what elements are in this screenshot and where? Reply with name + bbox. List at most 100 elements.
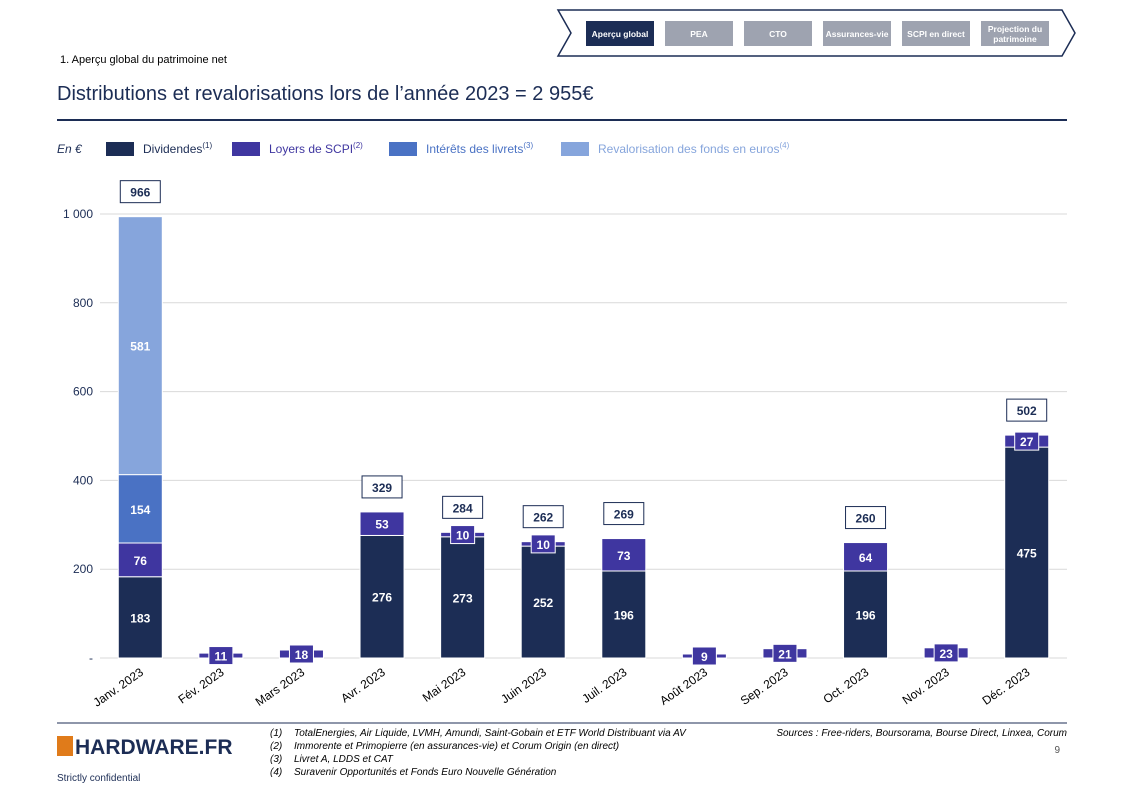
legend-swatch bbox=[561, 142, 589, 156]
sources: Sources : Free-riders, Boursorama, Bours… bbox=[776, 728, 1067, 739]
bar-segment bbox=[520, 545, 566, 659]
x-tick-label: Fév. 2023 bbox=[176, 665, 227, 707]
data-label: 10 bbox=[456, 529, 470, 543]
nav-tab[interactable]: PEA bbox=[665, 21, 733, 46]
footnote-text: Livret A, LDDS et CAT bbox=[294, 754, 394, 765]
bar-segment bbox=[359, 534, 405, 659]
total-label: 284 bbox=[453, 501, 473, 515]
nav-tab[interactable]: Projection du patrimoine bbox=[981, 21, 1049, 46]
bar-segment bbox=[117, 542, 163, 578]
data-label-box bbox=[450, 525, 476, 545]
x-tick-label: Août 2023 bbox=[657, 665, 710, 708]
y-tick-label: - bbox=[89, 651, 93, 665]
data-label-box bbox=[208, 646, 234, 666]
data-label-box bbox=[772, 643, 798, 663]
y-tick-label: 200 bbox=[73, 562, 93, 576]
y-tick-label: 400 bbox=[73, 473, 93, 487]
total-box bbox=[845, 506, 887, 530]
y-tick-label: 1 000 bbox=[63, 207, 93, 221]
bar-segment bbox=[1004, 446, 1050, 659]
bar-segment bbox=[601, 570, 647, 659]
chart-title: Distributions et revalorisations lors de… bbox=[57, 83, 593, 105]
data-label: 252 bbox=[533, 596, 553, 610]
nav-tab[interactable]: Assurances-vie bbox=[823, 21, 891, 46]
data-label: 154 bbox=[130, 503, 150, 517]
legend-swatch bbox=[106, 142, 134, 156]
bar-segment bbox=[117, 474, 163, 544]
data-label: 64 bbox=[859, 551, 873, 565]
data-label-box bbox=[288, 644, 314, 664]
legend-note: (4) bbox=[779, 141, 789, 150]
x-tick-label: Mai 2023 bbox=[420, 665, 469, 705]
total-label: 260 bbox=[856, 512, 876, 526]
data-label: 183 bbox=[130, 611, 150, 625]
legend-name: Loyers de SCPI bbox=[269, 142, 353, 156]
data-label-box bbox=[933, 643, 959, 663]
footnote-number: (1) bbox=[270, 728, 282, 739]
data-label: 196 bbox=[856, 608, 876, 622]
y-tick-label: 800 bbox=[73, 296, 93, 310]
data-label: 196 bbox=[614, 608, 634, 622]
footnote-number: (3) bbox=[270, 754, 282, 765]
x-tick-label: Nov. 2023 bbox=[900, 665, 952, 708]
legend-label: Dividendes(1) bbox=[143, 141, 212, 156]
page-number: 9 bbox=[1054, 745, 1060, 756]
nav-tab[interactable]: CTO bbox=[744, 21, 812, 46]
legend-label: Revalorisation des fonds en euros(4) bbox=[598, 141, 790, 156]
x-tick-label: Mars 2023 bbox=[253, 665, 308, 709]
total-label: 269 bbox=[614, 508, 634, 522]
footnote-number: (2) bbox=[270, 741, 282, 752]
footnote-number: (4) bbox=[270, 767, 282, 778]
data-label-box bbox=[1014, 431, 1040, 451]
nav-tab[interactable]: SCPI en direct bbox=[902, 21, 970, 46]
nav-tab[interactable]: Aperçu global bbox=[586, 21, 654, 46]
x-tick-label: Avr. 2023 bbox=[338, 665, 388, 706]
legend-note: (3) bbox=[523, 141, 533, 150]
legend-note: (2) bbox=[353, 141, 363, 150]
section-label: 1. Aperçu global du patrimoine net bbox=[60, 54, 227, 66]
legend-swatch bbox=[232, 142, 260, 156]
legend-note: (1) bbox=[202, 141, 212, 150]
data-label: 23 bbox=[939, 647, 953, 661]
total-box bbox=[522, 505, 564, 529]
footnote-text: Immorente et Primopierre (en assurances-… bbox=[294, 741, 619, 752]
legend-label: Loyers de SCPI(2) bbox=[269, 141, 363, 156]
total-box bbox=[1006, 398, 1048, 422]
x-tick-label: Oct. 2023 bbox=[821, 665, 872, 706]
data-label: 73 bbox=[617, 549, 631, 563]
bar-segment bbox=[601, 538, 647, 572]
data-label: 581 bbox=[130, 340, 150, 354]
bar-segment bbox=[117, 216, 163, 476]
data-label: 9 bbox=[701, 650, 708, 664]
bar-segment bbox=[843, 570, 889, 659]
total-label: 329 bbox=[372, 481, 392, 495]
data-label: 10 bbox=[537, 538, 551, 552]
total-label: 502 bbox=[1017, 404, 1037, 418]
logo: HARDWARE.FR bbox=[75, 736, 233, 759]
x-tick-label: Janv. 2023 bbox=[91, 665, 147, 710]
total-box bbox=[361, 475, 403, 499]
data-label: 475 bbox=[1017, 547, 1037, 561]
bar-segment bbox=[359, 511, 405, 536]
x-tick-label: Juin 2023 bbox=[498, 665, 549, 707]
x-tick-label: Sep. 2023 bbox=[738, 665, 791, 708]
y-tick-label: 600 bbox=[73, 385, 93, 399]
data-label: 11 bbox=[215, 650, 228, 664]
legend-name: Revalorisation des fonds en euros bbox=[598, 142, 779, 156]
data-label: 18 bbox=[295, 648, 309, 662]
data-label: 53 bbox=[375, 518, 389, 532]
data-label: 76 bbox=[134, 554, 148, 568]
legend-swatch bbox=[389, 142, 417, 156]
total-box bbox=[603, 502, 645, 526]
x-tick-label: Juil. 2023 bbox=[579, 665, 629, 706]
unit-label: En € bbox=[57, 142, 83, 156]
total-box bbox=[119, 180, 161, 204]
footnote-text: Suravenir Opportunités et Fonds Euro Nou… bbox=[294, 767, 557, 778]
bar-segment bbox=[440, 536, 486, 659]
confidential: Strictly confidential bbox=[57, 773, 140, 784]
bar-segment bbox=[117, 576, 163, 659]
legend-name: Intérêts des livrets bbox=[426, 142, 523, 156]
total-label: 262 bbox=[533, 511, 553, 525]
